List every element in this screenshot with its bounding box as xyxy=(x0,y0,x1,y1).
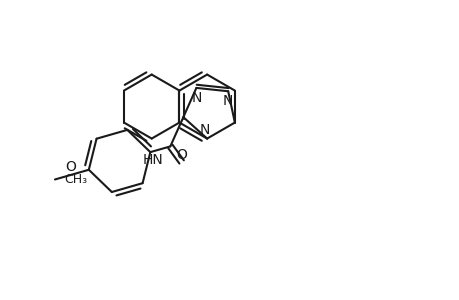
Text: N: N xyxy=(199,123,210,137)
Text: O: O xyxy=(65,160,76,174)
Text: N: N xyxy=(191,91,201,105)
Text: CH₃: CH₃ xyxy=(64,173,87,186)
Text: HN: HN xyxy=(142,153,162,167)
Text: N: N xyxy=(223,94,233,108)
Text: O: O xyxy=(176,148,187,162)
